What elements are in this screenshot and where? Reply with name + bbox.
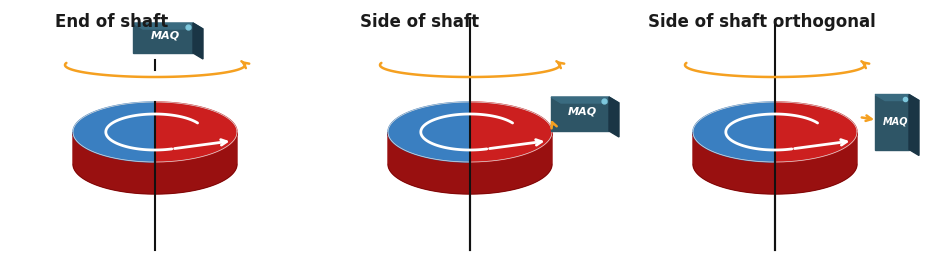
Polygon shape: [155, 102, 237, 162]
Polygon shape: [551, 97, 619, 103]
Polygon shape: [133, 23, 203, 29]
Text: MAQ: MAQ: [568, 106, 597, 116]
Polygon shape: [133, 23, 193, 53]
Polygon shape: [388, 132, 552, 194]
Polygon shape: [693, 102, 775, 162]
Polygon shape: [875, 95, 919, 101]
Polygon shape: [193, 23, 203, 59]
Polygon shape: [551, 97, 609, 131]
Polygon shape: [775, 102, 857, 162]
Text: MAQ: MAQ: [884, 117, 909, 127]
Text: Side of shaft orthogonal: Side of shaft orthogonal: [648, 13, 876, 31]
Text: MAQ: MAQ: [150, 30, 180, 40]
Polygon shape: [73, 102, 155, 162]
Text: Side of shaft: Side of shaft: [360, 13, 479, 31]
Polygon shape: [388, 102, 470, 162]
Polygon shape: [693, 132, 857, 194]
Polygon shape: [909, 95, 919, 155]
Polygon shape: [73, 132, 237, 194]
Polygon shape: [609, 97, 619, 137]
Polygon shape: [470, 102, 552, 162]
Text: End of shaft: End of shaft: [55, 13, 168, 31]
Polygon shape: [875, 95, 909, 150]
